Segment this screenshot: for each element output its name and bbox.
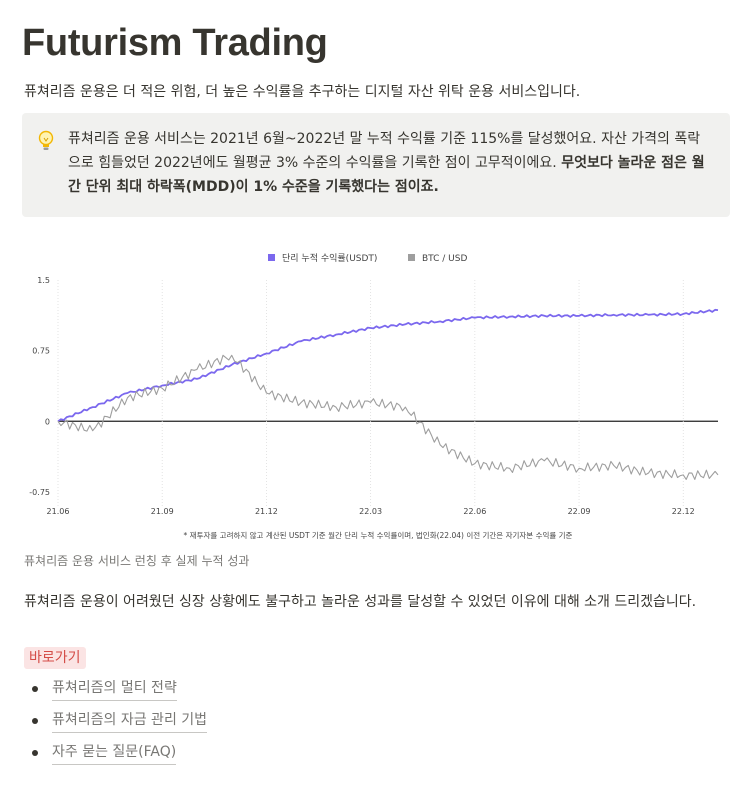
- performance-chart: 단리 누적 수익률(USDT) BTC / USD 1.5 0.75 0 -0.75 21.…: [22, 236, 734, 546]
- callout-text-regular: 퓨쳐리즘 운용 서비스는 2021년 6월~2022년 말 누적 수익률 기준 …: [68, 131, 701, 171]
- bullet-icon: [32, 750, 38, 756]
- y-tick-label: 1.5: [37, 276, 50, 285]
- callout-text: 퓨쳐리즘 운용 서비스는 2021년 6월~2022년 말 누적 수익률 기준 …: [68, 127, 710, 199]
- link-multi-strategy[interactable]: 퓨쳐리즘의 멀티 전략: [52, 676, 177, 701]
- body-paragraph: 퓨쳐리즘 운용이 어려웠던 싱장 상황에도 불구하고 놀라운 성과를 달성할 수…: [24, 594, 697, 610]
- y-tick-label: 0: [45, 417, 50, 426]
- shortcut-tag: 바로가기: [24, 647, 86, 669]
- x-tick-label: 22.12: [672, 507, 695, 516]
- x-tick-label: 22.03: [359, 507, 382, 516]
- page-title: Futurism Trading: [22, 22, 328, 64]
- bullet-icon: [32, 718, 38, 724]
- series-line-1: [57, 308, 719, 423]
- chart-footnote: * 재투자를 고려하지 않고 계산된 USDT 기준 월간 단리 누적 수익률이…: [184, 530, 573, 540]
- series-line-2: [57, 354, 719, 480]
- x-tick-label: 22.09: [568, 507, 591, 516]
- callout-box: 퓨쳐리즘 운용 서비스는 2021년 6월~2022년 말 누적 수익률 기준 …: [22, 113, 730, 217]
- legend-swatch: [268, 254, 275, 261]
- x-tick-label: 21.06: [47, 507, 70, 516]
- legend-swatch: [408, 254, 415, 261]
- callout-text-bold: 무엇보다 놀라운 점은 월간 단위 최대 하락폭(MDD)이 1% 수준을 기록…: [68, 155, 705, 195]
- x-tick-label: 21.09: [151, 507, 174, 516]
- legend-label: 단리 누적 수익률(USDT): [282, 252, 377, 264]
- bullet-icon: [32, 686, 38, 692]
- legend-label: BTC / USD: [422, 254, 467, 264]
- link-fund-management[interactable]: 퓨쳐리즘의 자금 관리 기법: [52, 708, 208, 733]
- x-tick-label: 22.06: [463, 507, 486, 516]
- chart-svg: 단리 누적 수익률(USDT) BTC / USD 1.5 0.75 0 -0.75 21.…: [29, 252, 719, 540]
- intro-text: 퓨쳐리즘 운용은 더 적은 위험, 더 높은 수익률을 추구하는 디지털 자산 …: [24, 84, 581, 100]
- link-faq[interactable]: 자주 묻는 질문(FAQ): [52, 740, 177, 765]
- x-tick-label: 21.12: [255, 507, 278, 516]
- y-tick-label: 0.75: [32, 347, 50, 356]
- lightbulb-icon: [38, 130, 54, 150]
- y-tick-label: -0.75: [29, 488, 50, 497]
- chart-caption: 퓨쳐리즘 운용 서비스 런칭 후 실제 누적 성과: [24, 554, 250, 568]
